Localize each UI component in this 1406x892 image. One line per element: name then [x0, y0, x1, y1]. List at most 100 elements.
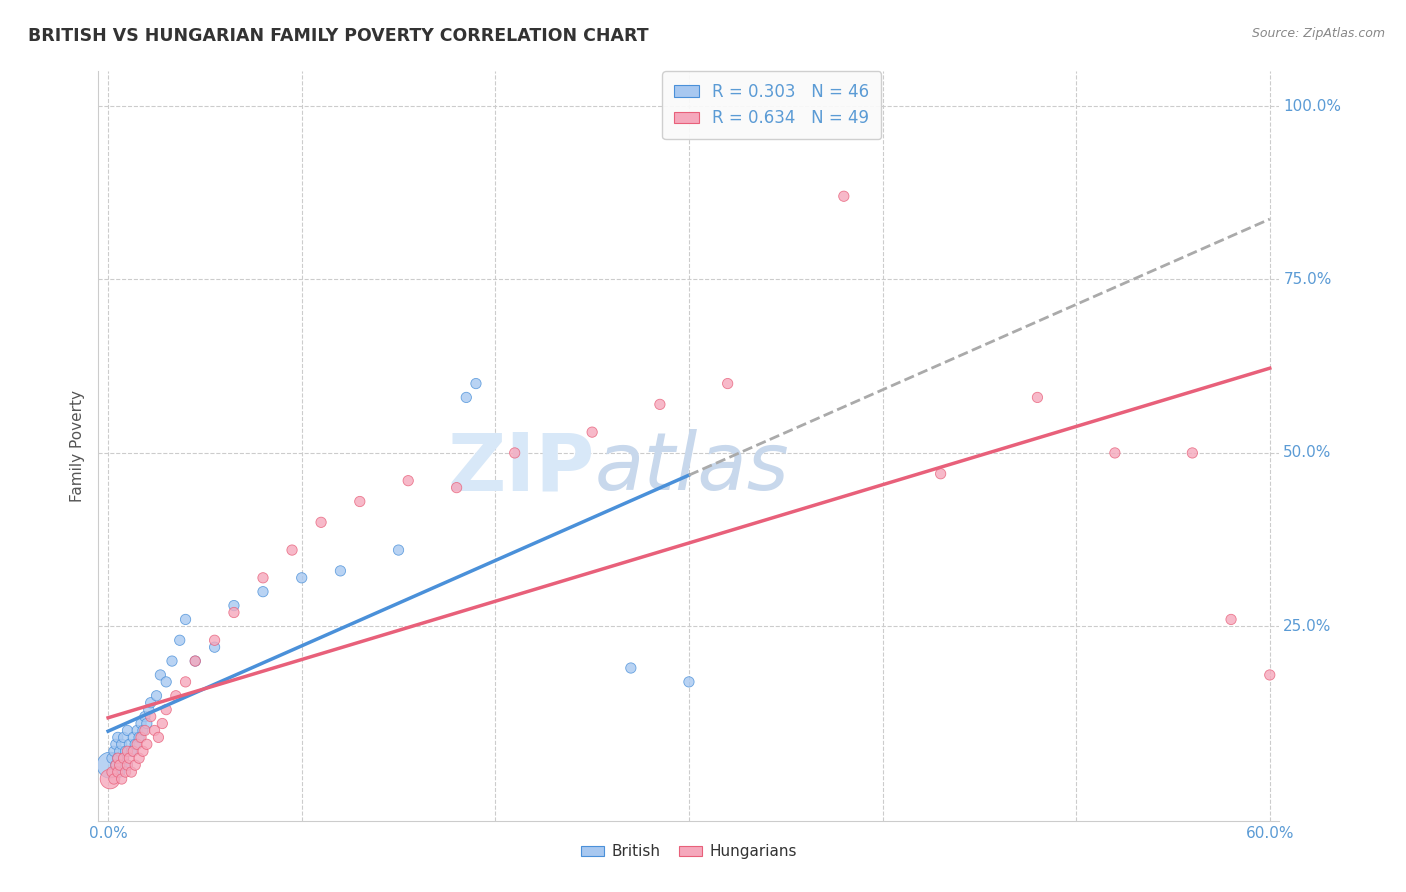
Point [107, 751, 129, 765]
Point [1220, 612, 1243, 626]
Text: ZIP: ZIP [447, 429, 595, 508]
Point [108, 744, 131, 758]
Point [581, 425, 603, 439]
Point [107, 731, 129, 745]
Point [149, 668, 172, 682]
Point [101, 765, 124, 780]
Point [309, 516, 332, 530]
Point [129, 716, 152, 731]
Point [291, 571, 314, 585]
Legend: British, Hungarians: British, Hungarians [575, 838, 803, 865]
Point [114, 765, 136, 780]
Point [148, 731, 170, 745]
Point [465, 376, 488, 391]
Point [139, 696, 162, 710]
Point [143, 723, 166, 738]
Point [111, 772, 134, 786]
Point [108, 758, 131, 772]
Point [103, 772, 125, 786]
Point [135, 737, 157, 751]
Point [103, 744, 125, 758]
Point [1104, 446, 1126, 460]
Point [204, 633, 226, 648]
Point [132, 723, 155, 738]
Point [503, 446, 526, 460]
Point [252, 571, 274, 585]
Point [132, 744, 155, 758]
Point [111, 737, 134, 751]
Point [678, 674, 700, 689]
Text: 100.0%: 100.0% [1284, 98, 1341, 113]
Point [120, 765, 142, 780]
Point [1258, 668, 1281, 682]
Text: 50.0%: 50.0% [1284, 445, 1331, 460]
Point [349, 494, 371, 508]
Point [138, 703, 160, 717]
Point [129, 731, 152, 745]
Point [155, 703, 177, 717]
Point [1026, 391, 1049, 405]
Point [1181, 446, 1204, 460]
Point [103, 765, 125, 780]
Point [832, 189, 855, 203]
Point [174, 612, 197, 626]
Point [98, 772, 121, 786]
Point [118, 737, 141, 751]
Point [112, 731, 135, 745]
Text: atlas: atlas [595, 429, 789, 508]
Point [387, 543, 409, 558]
Point [98, 758, 121, 772]
Point [117, 744, 139, 758]
Point [111, 758, 134, 772]
Point [222, 599, 245, 613]
Point [929, 467, 952, 481]
Point [127, 723, 149, 738]
Text: 75.0%: 75.0% [1284, 272, 1331, 287]
Point [184, 654, 207, 668]
Point [108, 765, 131, 780]
Point [120, 744, 142, 758]
Point [252, 584, 274, 599]
Point [184, 654, 207, 668]
Point [128, 731, 150, 745]
Point [134, 709, 156, 723]
Point [112, 751, 135, 765]
Point [145, 689, 167, 703]
Point [122, 731, 145, 745]
Point [117, 758, 139, 772]
Point [155, 674, 177, 689]
Point [329, 564, 352, 578]
Text: BRITISH VS HUNGARIAN FAMILY POVERTY CORRELATION CHART: BRITISH VS HUNGARIAN FAMILY POVERTY CORR… [28, 27, 648, 45]
Point [104, 758, 127, 772]
Point [165, 689, 187, 703]
Point [107, 765, 129, 780]
Point [204, 640, 226, 655]
Point [134, 723, 156, 738]
Point [124, 758, 146, 772]
Point [104, 758, 127, 772]
Point [127, 737, 149, 751]
Point [117, 723, 139, 738]
Point [135, 716, 157, 731]
Point [160, 654, 183, 668]
Y-axis label: Family Poverty: Family Poverty [70, 390, 86, 502]
Point [169, 633, 191, 648]
Point [717, 376, 740, 391]
Point [104, 737, 127, 751]
Text: Source: ZipAtlas.com: Source: ZipAtlas.com [1251, 27, 1385, 40]
Point [122, 744, 145, 758]
Point [124, 737, 146, 751]
Point [139, 709, 162, 723]
Point [446, 481, 468, 495]
Point [620, 661, 643, 675]
Point [112, 751, 135, 765]
Point [128, 751, 150, 765]
Point [118, 751, 141, 765]
Point [101, 751, 124, 765]
Point [114, 744, 136, 758]
Point [396, 474, 419, 488]
Point [456, 391, 478, 405]
Point [174, 674, 197, 689]
Point [281, 543, 304, 558]
Point [117, 758, 139, 772]
